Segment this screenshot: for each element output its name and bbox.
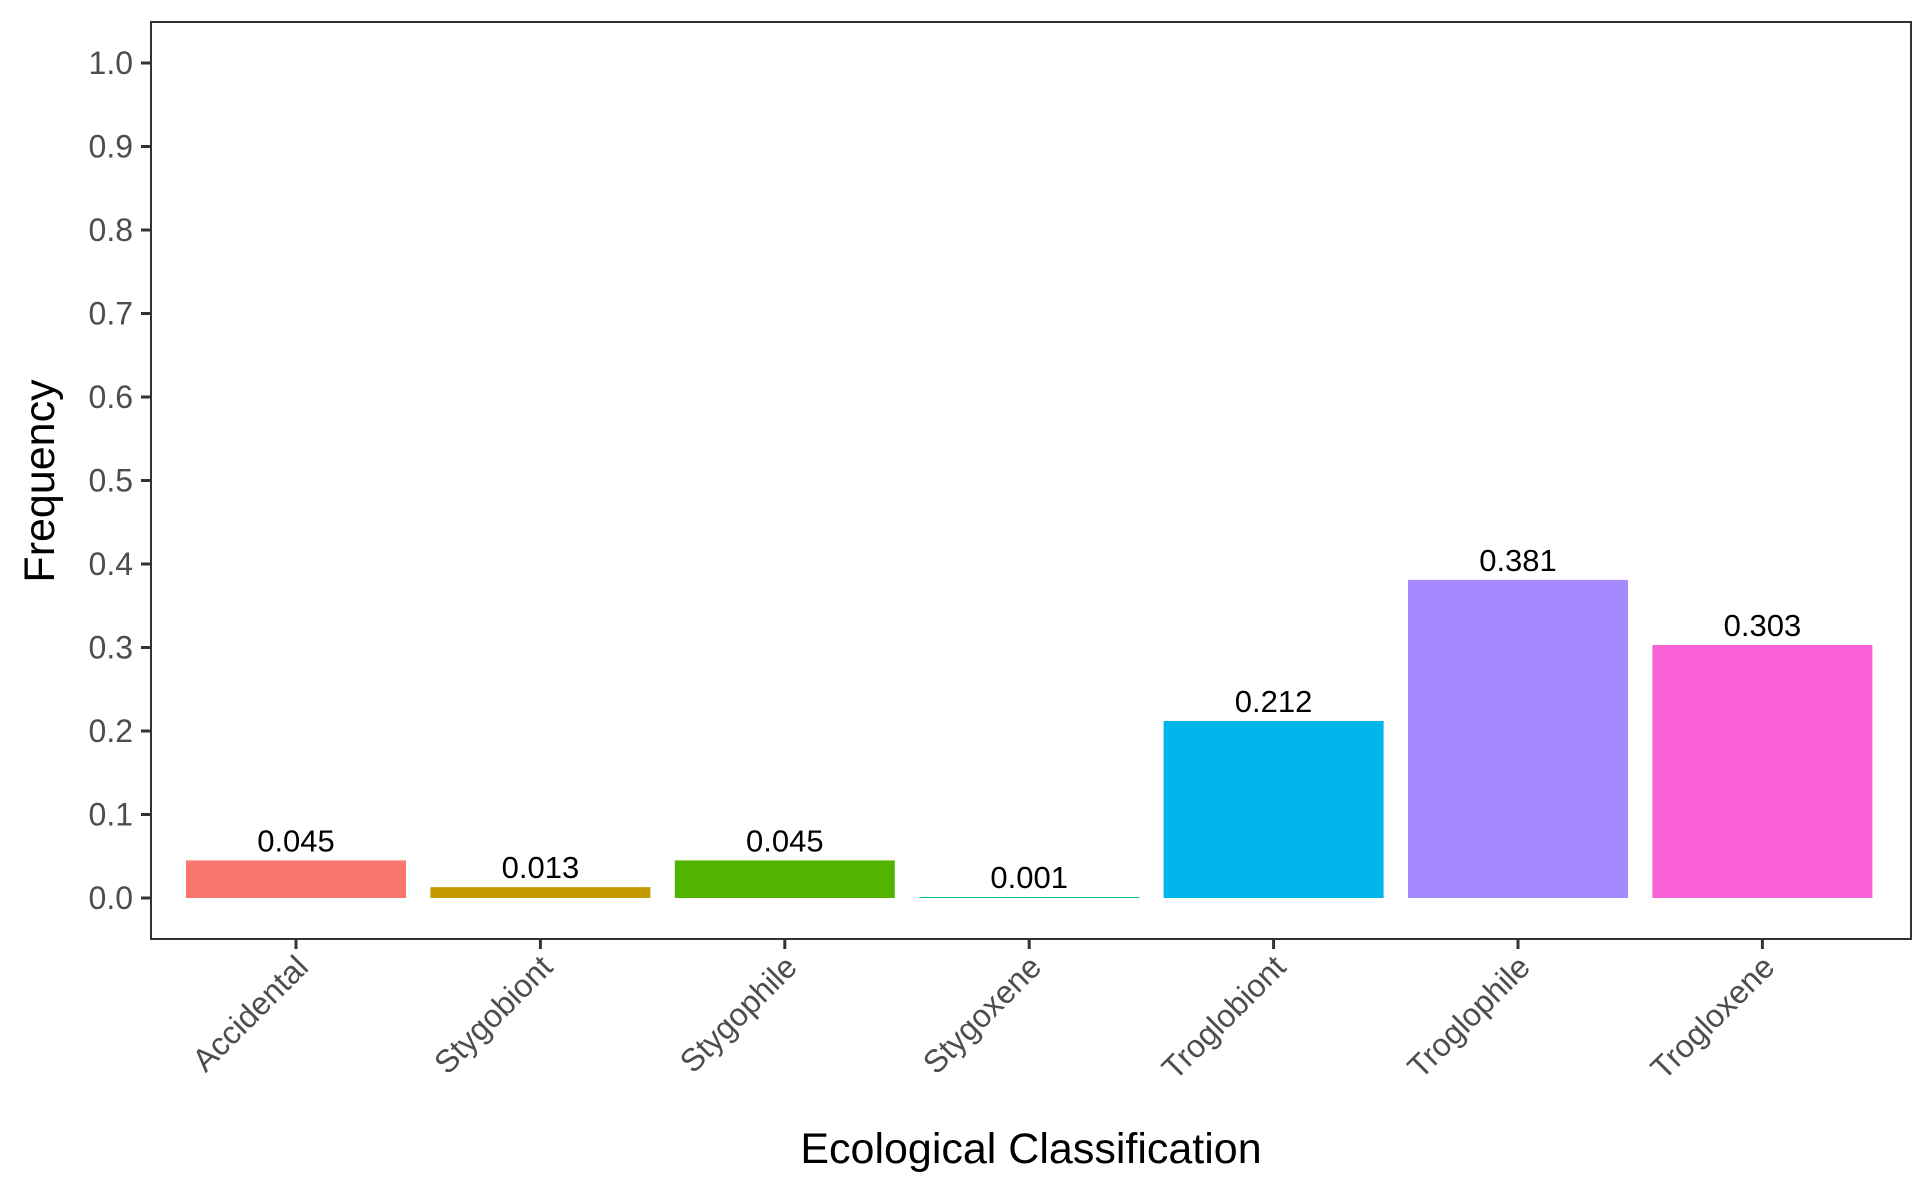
bar-value-labels: 0.045 0.013 0.045 0.001 0.212 0.381 0.303 [257,543,1801,895]
y-tick-label: 0.0 [89,880,133,916]
y-tick-label: 0.7 [89,296,133,332]
x-axis-title: Ecological Classification [800,1125,1261,1173]
y-tick-label: 0.6 [89,379,133,415]
bar-value-label: 0.381 [1479,543,1557,578]
bar-value-label: 0.303 [1724,608,1802,643]
x-tick-label: Stygobiont [427,948,559,1080]
bar-stygophile [674,860,895,898]
y-tick-label: 0.9 [89,129,133,165]
bar-troglophile [1408,579,1628,898]
bar-trogloxene [1652,644,1873,898]
bars [186,579,1873,898]
y-tick-label: 0.5 [89,463,133,499]
y-axis-title: Frequency [16,379,64,583]
bar-value-label: 0.045 [746,823,824,858]
y-tick-label: 0.4 [89,546,133,582]
x-tick-label: Trogloxene [1644,948,1782,1086]
bar-stygobiont [430,887,651,898]
x-tick-label: Stygophile [673,948,804,1079]
x-tick-label: Troglobiont [1155,948,1293,1086]
y-axis: 0.0 0.1 0.2 0.3 0.4 0.5 0.6 0.7 0.8 0.9 1.0 [89,45,151,916]
y-tick-label: 1.0 [89,45,133,81]
x-tick-label: Stygoxene [916,948,1048,1080]
bar-value-label: 0.013 [502,850,580,885]
bar-troglobiont [1163,720,1384,898]
bar-value-label: 0.212 [1235,684,1313,719]
x-axis: Accidental Stygobiont Stygophile Stygoxene T… [185,939,1781,1086]
y-tick-label: 0.3 [89,630,133,666]
bar-value-label: 0.045 [257,823,335,858]
bar-stygoxene [919,897,1140,898]
y-tick-label: 0.2 [89,713,133,749]
bar-accidental [186,860,406,898]
y-tick-label: 0.8 [89,212,133,248]
x-tick-label: Troglophile [1400,948,1537,1085]
plot-panel-border [150,21,1912,940]
x-tick-label: Accidental [185,948,315,1078]
bar-value-label: 0.001 [990,860,1068,895]
y-tick-label: 0.1 [89,797,133,833]
